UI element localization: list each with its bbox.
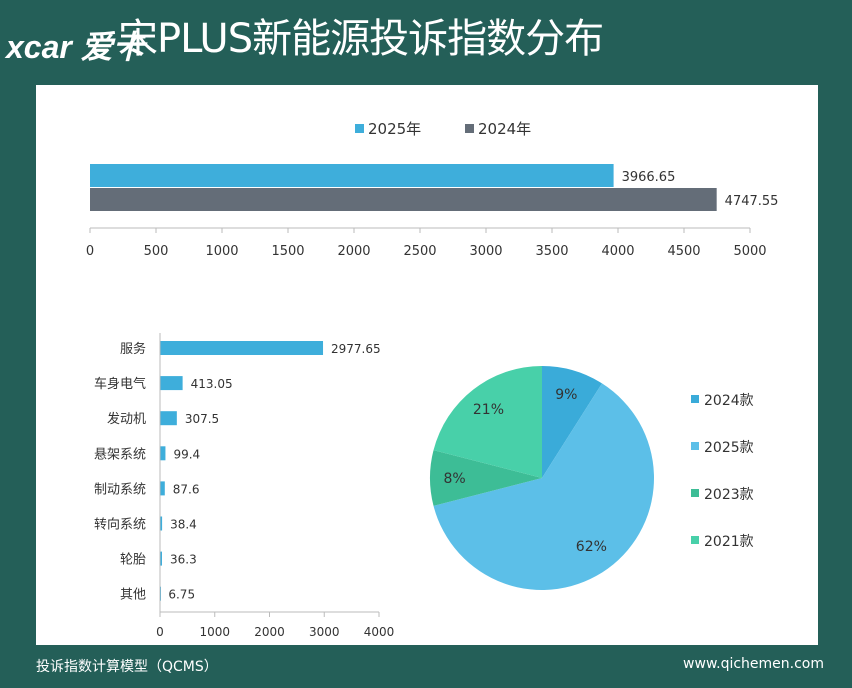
x-tick-label: 4000 <box>601 244 634 259</box>
x-tick-label: 3500 <box>535 244 568 259</box>
pie-label: 8% <box>444 471 466 487</box>
x-tick-label: 0 <box>86 244 94 259</box>
data-label: 6.75 <box>168 588 195 602</box>
category-label: 服务 <box>120 341 146 357</box>
data-label: 3966.65 <box>622 170 676 185</box>
pie-slice <box>542 366 603 478</box>
bar <box>160 481 165 496</box>
data-label: 36.3 <box>170 553 197 567</box>
x-tick-label: 4000 <box>364 625 395 639</box>
data-label: 2977.65 <box>331 342 381 356</box>
legend-swatch <box>691 536 699 544</box>
pie-slice <box>433 383 654 591</box>
x-tick-label: 1500 <box>271 244 304 259</box>
pie-slice <box>433 366 542 478</box>
bar <box>160 411 177 426</box>
footer-website: www.qichemen.com <box>683 656 824 672</box>
pie-label: 62% <box>576 539 607 555</box>
pie-label: 9% <box>555 387 577 403</box>
data-label: 413.05 <box>191 377 233 391</box>
x-tick-label: 2000 <box>337 244 370 259</box>
bar <box>160 516 163 531</box>
legend-label: 2024款 <box>704 393 754 409</box>
legend-swatch <box>691 442 699 450</box>
bar <box>160 376 183 391</box>
category-label: 其他 <box>120 588 146 603</box>
pie-slice <box>430 450 542 506</box>
data-label: 38.4 <box>170 518 197 532</box>
x-tick-label: 4500 <box>667 244 700 259</box>
category-label: 发动机 <box>107 411 146 427</box>
category-label: 悬架系统 <box>94 447 146 462</box>
bar <box>90 164 614 187</box>
legend-label: 2025款 <box>704 440 754 456</box>
legend-label: 2023款 <box>704 487 754 503</box>
legend-label: 2025年 <box>368 120 421 138</box>
x-tick-label: 1000 <box>205 244 238 259</box>
legend-swatch <box>355 124 364 133</box>
x-tick-label: 2500 <box>403 244 436 259</box>
legend-swatch <box>691 489 699 497</box>
x-tick-label: 500 <box>144 244 169 259</box>
x-tick-label: 3000 <box>309 625 340 639</box>
x-tick-label: 0 <box>156 625 164 639</box>
watermark-logo: xcar 爱卡 <box>6 29 145 65</box>
x-tick-label: 1000 <box>199 625 230 639</box>
legend-label: 2024年 <box>478 120 531 138</box>
footer-model-label: 投诉指数计算模型（QCMS） <box>36 659 218 675</box>
category-label: 轮胎 <box>120 553 146 568</box>
pie-label: 21% <box>473 402 504 418</box>
x-tick-label: 3000 <box>469 244 502 259</box>
legend-label: 2021款 <box>704 534 754 550</box>
x-tick-label: 5000 <box>733 244 766 259</box>
data-label: 87.6 <box>173 482 200 496</box>
data-label: 4747.55 <box>725 194 779 209</box>
category-label: 车身电气 <box>94 376 146 392</box>
page-title: 宋PLUS新能源投诉指数分布 <box>118 16 604 62</box>
bar <box>160 551 162 566</box>
category-label: 制动系统 <box>94 482 146 497</box>
category-label: 转向系统 <box>94 517 146 533</box>
data-label: 99.4 <box>173 447 200 461</box>
x-tick-label: 2000 <box>254 625 285 639</box>
bar <box>160 446 166 461</box>
data-label: 307.5 <box>185 412 219 426</box>
legend-swatch <box>691 395 699 403</box>
bar <box>160 341 324 355</box>
bar <box>90 188 717 211</box>
legend-swatch <box>465 124 474 133</box>
